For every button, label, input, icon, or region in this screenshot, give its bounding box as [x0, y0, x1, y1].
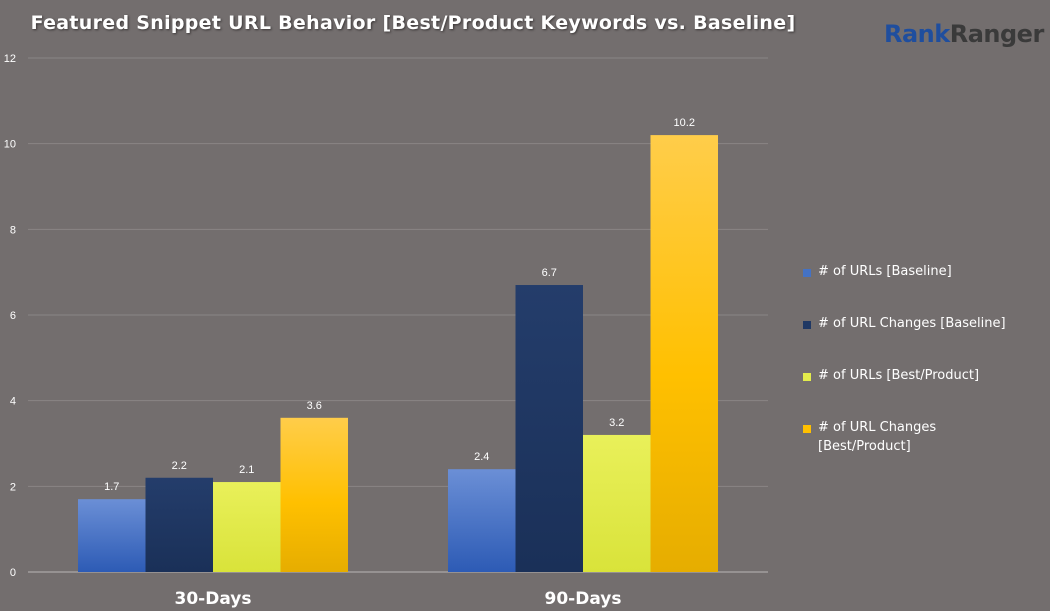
bar	[78, 499, 146, 572]
data-label: 2.1	[239, 464, 254, 476]
y-tick-label: 4	[10, 396, 16, 408]
y-tick-label: 12	[4, 53, 16, 65]
rankranger-logo: RankRanger	[884, 20, 1044, 48]
data-label: 10.2	[674, 117, 695, 129]
legend-swatch	[803, 425, 811, 433]
bar	[583, 434, 651, 572]
data-label: 2.4	[474, 451, 489, 463]
logo-part-ranger: Ranger	[949, 20, 1045, 48]
bar	[650, 135, 718, 572]
legend-item: # of URL Changes [Baseline]	[803, 314, 1043, 366]
y-tick-label: 6	[10, 310, 16, 322]
bar	[448, 469, 516, 572]
legend-swatch	[803, 321, 811, 329]
data-label: 1.7	[104, 481, 119, 493]
x-tick-label: 90-Days	[545, 589, 622, 609]
legend-label: # of URL Changes [Baseline]	[818, 316, 1006, 331]
y-tick-label: 2	[10, 481, 16, 493]
data-label: 2.2	[172, 460, 187, 472]
bar	[515, 285, 583, 572]
bar	[145, 477, 213, 572]
y-tick-label: 8	[10, 224, 16, 236]
x-tick-label: 30-Days	[175, 589, 252, 609]
legend-swatch	[803, 269, 811, 277]
legend-label: # of URL Changes [Best/Product]	[818, 420, 937, 454]
legend-label: # of URLs [Best/Product]	[818, 368, 980, 383]
legend: # of URLs [Baseline] # of URL Changes [B…	[803, 262, 1043, 470]
chart-title: Featured Snippet URL Behavior [Best/Prod…	[30, 12, 796, 34]
legend-item: # of URL Changes [Best/Product]	[803, 418, 1043, 470]
legend-item: # of URLs [Baseline]	[803, 262, 1043, 314]
legend-label: # of URLs [Baseline]	[818, 264, 952, 279]
legend-swatch	[803, 373, 811, 381]
logo-part-rank: Rank	[884, 20, 950, 48]
legend-item: # of URLs [Best/Product]	[803, 366, 1043, 418]
data-label: 3.6	[307, 400, 322, 412]
y-tick-label: 10	[4, 139, 16, 151]
bar	[213, 482, 281, 572]
data-label: 6.7	[542, 267, 557, 279]
data-label: 3.2	[609, 417, 624, 429]
bar	[280, 417, 348, 572]
y-tick-label: 0	[10, 567, 16, 579]
